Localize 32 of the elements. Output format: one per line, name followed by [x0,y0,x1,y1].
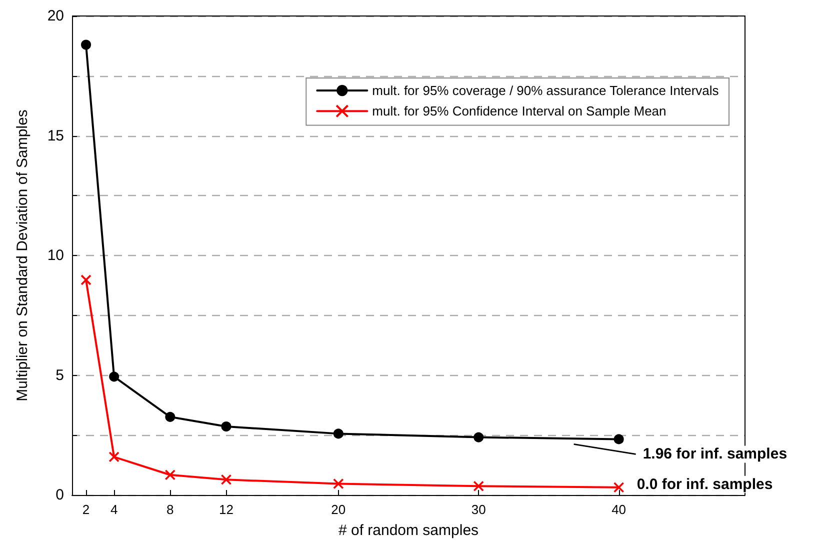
x-tick-label: 12 [218,502,234,517]
point [614,434,624,444]
point [221,422,232,432]
annotation: 0.0 for inf. samples [636,476,773,493]
point [332,478,344,490]
point [165,412,176,422]
x-tick-label: 4 [110,502,118,517]
point [81,40,92,50]
y-tick-label: 15 [47,127,64,144]
point [108,452,120,462]
y-tick-label: 20 [47,8,64,24]
y-tick-label: 0 [56,486,64,504]
x-tick-label: 20 [331,502,346,517]
x-tick-label: 2 [82,502,90,517]
legend-label: mult. for 95% coverage / 90% assurance Tolerance Intervals [372,83,720,98]
x-tick-label: 8 [166,502,174,517]
point [80,274,92,286]
x-tick-label: 40 [612,502,626,517]
x-tick-label: 30 [471,502,486,517]
annotation: 1.96 for inf. samples [642,446,788,463]
y-tick-label: 5 [56,366,64,384]
point [613,482,624,493]
point [473,480,484,492]
y-tick-label: 10 [47,247,64,264]
point [220,474,232,486]
point [164,469,176,480]
point [474,432,484,442]
point [109,372,120,382]
point [333,428,344,439]
x-axis-title: # of random samples [338,522,479,539]
y-axis-title: Multiplier on Standard Deviation of Samples [14,110,31,402]
legend-label: mult. for 95% Confidence Interval on Sample Mean [372,104,666,119]
